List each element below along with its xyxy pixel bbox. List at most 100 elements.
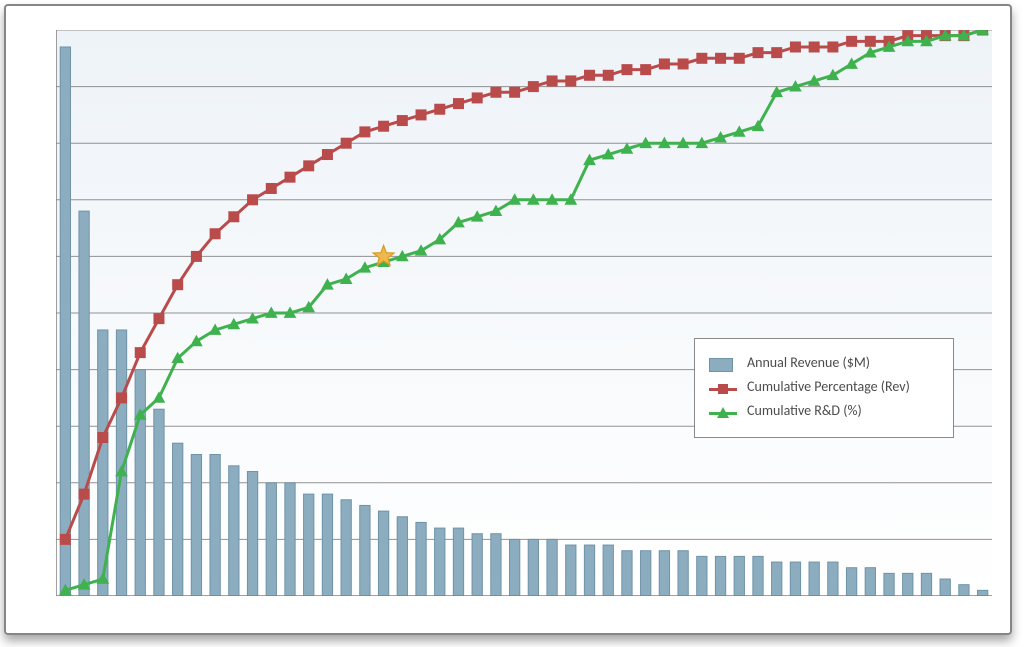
marker-square xyxy=(210,229,220,239)
marker-square xyxy=(229,212,239,222)
marker-square xyxy=(809,42,819,52)
bar xyxy=(753,556,763,596)
bar xyxy=(715,556,725,596)
marker-square xyxy=(266,183,276,193)
bar xyxy=(285,483,295,596)
marker-square xyxy=(734,53,744,63)
bar xyxy=(865,568,875,596)
bar xyxy=(435,528,445,596)
marker-square xyxy=(790,42,800,52)
bar xyxy=(135,370,145,596)
bar xyxy=(977,590,987,596)
marker-square xyxy=(528,82,538,92)
legend: Annual Revenue ($M) Cumulative Percentag… xyxy=(694,338,954,438)
marker-square xyxy=(566,76,576,86)
bar xyxy=(79,211,89,596)
marker-square xyxy=(510,87,520,97)
bar xyxy=(884,573,894,596)
marker-triangle xyxy=(977,30,988,34)
bar xyxy=(360,505,370,596)
bar xyxy=(790,562,800,596)
bar xyxy=(173,443,183,596)
legend-label: Cumulative R&D (%) xyxy=(747,403,941,420)
bar xyxy=(903,573,913,596)
legend-label: Cumulative Percentage (Rev) xyxy=(747,379,941,396)
bar xyxy=(528,539,538,596)
marker-square xyxy=(173,280,183,290)
marker-square xyxy=(453,99,463,109)
bar xyxy=(678,551,688,596)
marker-square xyxy=(435,104,445,114)
bar xyxy=(60,47,70,596)
marker-square xyxy=(547,76,557,86)
legend-swatch-cumrev xyxy=(709,381,737,397)
marker-square xyxy=(322,150,332,160)
marker-square xyxy=(641,65,651,75)
bar xyxy=(491,534,501,596)
marker-square xyxy=(248,195,258,205)
bar xyxy=(304,494,314,596)
bar xyxy=(210,455,220,597)
bar xyxy=(809,562,819,596)
legend-item-revenue: Annual Revenue ($M) xyxy=(709,355,941,373)
marker-square xyxy=(716,53,726,63)
bar xyxy=(509,539,519,596)
bar xyxy=(341,500,351,596)
marker-square xyxy=(772,48,782,58)
bar xyxy=(229,466,239,596)
marker-square xyxy=(659,59,669,69)
marker-square xyxy=(341,138,351,148)
marker-square xyxy=(98,433,108,443)
marker-square xyxy=(117,393,127,403)
marker-square xyxy=(472,93,482,103)
marker-square xyxy=(622,65,632,75)
legend-swatch-bar xyxy=(709,357,737,373)
bar xyxy=(266,483,276,596)
bar xyxy=(472,534,482,596)
bar xyxy=(547,539,557,596)
bar xyxy=(697,556,707,596)
legend-item-cumrev: Cumulative Percentage (Rev) xyxy=(709,379,941,397)
bar xyxy=(378,511,388,596)
marker-square xyxy=(285,172,295,182)
chart-container: Annual Revenue ($M) Cumulative Percentag… xyxy=(0,0,1024,647)
bar xyxy=(416,522,426,596)
marker-square xyxy=(828,42,838,52)
bar xyxy=(828,562,838,596)
bar xyxy=(566,545,576,596)
bar xyxy=(322,494,332,596)
marker-square xyxy=(60,534,70,544)
bar xyxy=(772,562,782,596)
marker-square xyxy=(379,121,389,131)
marker-square xyxy=(397,116,407,126)
bar xyxy=(734,556,744,596)
marker-square xyxy=(753,48,763,58)
bar xyxy=(603,545,613,596)
marker-square xyxy=(191,251,201,261)
marker-square xyxy=(865,36,875,46)
marker-square xyxy=(304,161,314,171)
bar xyxy=(846,568,856,596)
legend-swatch-cumrd xyxy=(709,405,737,421)
bar xyxy=(659,551,669,596)
bar xyxy=(940,579,950,596)
marker-square xyxy=(678,59,688,69)
bar xyxy=(584,545,594,596)
bar xyxy=(247,471,257,596)
legend-label: Annual Revenue ($M) xyxy=(747,355,941,372)
bar xyxy=(622,551,632,596)
plot-area xyxy=(56,30,992,596)
bar xyxy=(191,455,201,597)
marker-square xyxy=(603,70,613,80)
bar xyxy=(397,517,407,596)
bar xyxy=(453,528,463,596)
marker-square xyxy=(585,70,595,80)
bar xyxy=(921,573,931,596)
bar xyxy=(959,585,969,596)
marker-square xyxy=(697,53,707,63)
marker-square xyxy=(79,489,89,499)
marker-square xyxy=(491,87,501,97)
marker-square xyxy=(135,348,145,358)
bar xyxy=(154,409,164,596)
legend-item-cumrd: Cumulative R&D (%) xyxy=(709,403,941,421)
